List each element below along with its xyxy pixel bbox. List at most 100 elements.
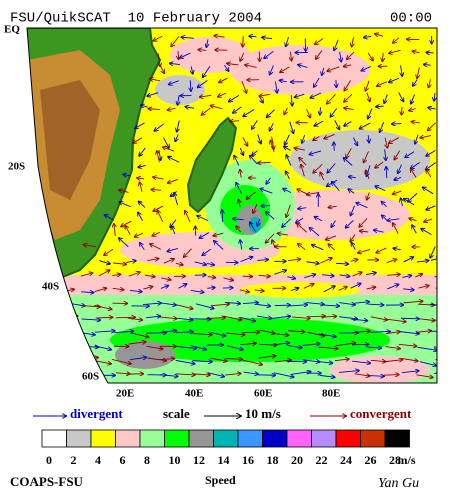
wind-arrow <box>272 333 288 335</box>
wind-arrow <box>219 77 228 82</box>
wind-arrow <box>340 51 342 62</box>
wind-arrow <box>421 229 432 235</box>
map <box>27 28 437 383</box>
wind-arrow <box>168 108 176 110</box>
wind-arrow <box>344 65 352 66</box>
wind-arrow <box>49 344 64 347</box>
highland <box>40 80 100 200</box>
wind-arrow <box>225 373 241 375</box>
wind-arrow <box>330 108 337 117</box>
wind-arrow <box>401 371 419 373</box>
wind-arrow <box>190 80 191 90</box>
wind-arrow <box>206 263 214 265</box>
wind-arrow <box>338 287 347 291</box>
wind-arrow <box>332 182 340 192</box>
wind-arrow <box>51 332 69 336</box>
wind-arrow <box>319 375 335 377</box>
wind-arrow <box>286 171 290 180</box>
wind-arrow <box>356 203 368 209</box>
wind-arrow <box>299 158 307 166</box>
wind-arrow <box>359 218 368 226</box>
wind-arrow <box>152 231 160 235</box>
colorbar-swatch <box>360 429 386 448</box>
title: FSU/QuikSCAT 10 February 2004 <box>10 11 262 27</box>
lat-label: EQ <box>4 24 20 36</box>
wind-arrow <box>243 109 255 116</box>
wind-arrow <box>260 189 273 194</box>
wind-arrow <box>168 157 180 163</box>
wind-arrow <box>234 156 240 166</box>
wind-arrow <box>336 263 348 264</box>
wind-arrow <box>393 190 402 194</box>
wind-arrow <box>240 343 256 344</box>
wind-arrow <box>412 51 420 52</box>
wind-arrow <box>314 77 320 87</box>
wind-arrow <box>321 316 336 317</box>
wind-arrow <box>81 319 100 320</box>
colorbar: 0 2 4 6 8 10 12 14 16 18 20 22 24 26 28m/s <box>41 429 416 467</box>
wind-arrow <box>194 374 210 375</box>
wind-arrow <box>408 192 418 201</box>
wind-arrow <box>368 108 373 119</box>
wind-arrow <box>346 220 354 227</box>
colorbar-swatch <box>139 429 165 448</box>
wind-arrow <box>207 372 224 377</box>
wind-arrow <box>366 287 376 289</box>
wind-arrow <box>412 122 420 123</box>
wind-arrow <box>190 345 206 350</box>
wind-arrow <box>417 346 437 350</box>
wind-arrow <box>224 302 240 303</box>
wind-arrow <box>127 318 142 320</box>
wind-arrow <box>383 360 403 362</box>
wind-arrow <box>223 315 242 320</box>
wind-arrow <box>243 36 244 46</box>
wind-arrow <box>318 333 336 337</box>
colorbar-tick-label: 8 <box>144 453 150 467</box>
wind-arrow <box>352 272 362 277</box>
lon-label: 60E <box>254 388 272 400</box>
wind-arrow <box>403 257 413 263</box>
wind-arrow <box>94 304 111 309</box>
wind-arrow <box>307 192 320 194</box>
lon-label: 40E <box>185 388 203 400</box>
wind-arrow <box>423 187 434 195</box>
wind-arrow <box>323 286 335 293</box>
wind-arrow <box>386 318 405 322</box>
lon-label: 20E <box>116 388 134 400</box>
wind-arrow <box>409 218 417 220</box>
wind-arrow <box>383 375 398 376</box>
wind-arrow <box>287 331 304 332</box>
wind-arrow <box>113 263 126 264</box>
wind-arrow <box>147 92 159 96</box>
wind-arrow <box>224 64 228 71</box>
wind-arrow <box>255 304 270 306</box>
wind-arrow <box>344 80 351 91</box>
colorbar-unit: m/s <box>398 453 416 467</box>
wind-arrow <box>376 106 384 107</box>
wind-arrow <box>230 121 240 122</box>
wind-arrow <box>424 219 432 222</box>
wind-arrow <box>374 230 384 232</box>
wind-arrow <box>80 305 101 307</box>
wind-arrow <box>334 39 339 50</box>
wind-arrow <box>315 38 324 45</box>
wind-arrow <box>169 80 179 85</box>
colorbar-swatch <box>311 429 337 448</box>
colorbar-swatch <box>115 429 141 448</box>
wind-arrow <box>84 245 97 247</box>
colorbar-tick-label: 28 <box>389 453 401 467</box>
madagascar <box>186 116 238 214</box>
wind-arrow <box>296 217 304 223</box>
wind-arrow <box>294 148 305 150</box>
wind-arrow <box>264 51 274 58</box>
wind-arrow <box>298 208 307 209</box>
wind-arrow <box>324 134 335 138</box>
wind-arrow <box>313 136 320 140</box>
wind-arrow <box>352 361 370 363</box>
wind-arrow <box>338 371 359 373</box>
wind-arrow <box>350 205 355 216</box>
wind-arrow <box>240 316 255 321</box>
wind-arrow <box>316 50 323 59</box>
scale-value: 10 m/s <box>245 406 281 421</box>
wind-arrow <box>62 343 77 347</box>
